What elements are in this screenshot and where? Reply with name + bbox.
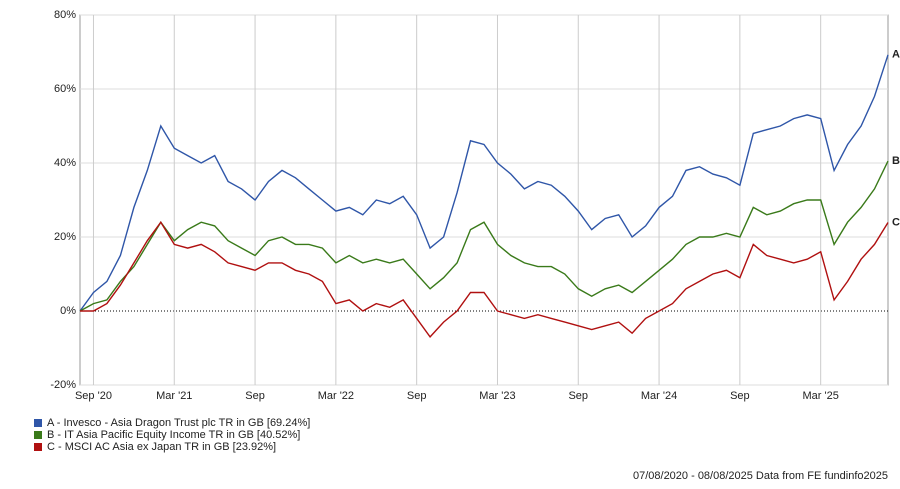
footer: 07/08/2020 - 08/08/2025 Data from FE fun… (633, 470, 888, 482)
x-tick-label: Mar '22 (318, 390, 354, 402)
legend-label: B - IT Asia Pacific Equity Income TR in … (47, 429, 300, 441)
legend-swatch (34, 443, 42, 451)
x-tick-label: Sep (245, 390, 265, 402)
end-label: B (892, 155, 900, 167)
x-tick-label: Sep (730, 390, 750, 402)
x-tick-label: Mar '25 (802, 390, 838, 402)
series-line (79, 160, 889, 312)
y-tick-label: 20% (54, 231, 76, 243)
plot-area (79, 14, 889, 386)
y-tick-label: 80% (54, 9, 76, 21)
legend-swatch (34, 431, 42, 439)
x-tick-label: Sep (568, 390, 588, 402)
end-label: C (892, 216, 900, 228)
end-label: A (892, 49, 900, 61)
y-tick-label: 60% (54, 83, 76, 95)
legend-swatch (34, 419, 42, 427)
x-tick-label: Mar '23 (479, 390, 515, 402)
series-line (80, 220, 889, 339)
x-tick-label: Sep '20 (75, 390, 112, 402)
series-line (79, 54, 889, 312)
y-tick-label: 40% (54, 157, 76, 169)
legend-label: C - MSCI AC Asia ex Japan TR in GB [23.9… (47, 441, 276, 453)
y-tick-label: 0% (60, 305, 76, 317)
legend-label: A - Invesco - Asia Dragon Trust plc TR i… (47, 417, 310, 429)
y-tick-label: -20% (50, 379, 76, 391)
x-tick-label: Mar '21 (156, 390, 192, 402)
x-tick-label: Sep (407, 390, 427, 402)
x-tick-label: Mar '24 (641, 390, 677, 402)
